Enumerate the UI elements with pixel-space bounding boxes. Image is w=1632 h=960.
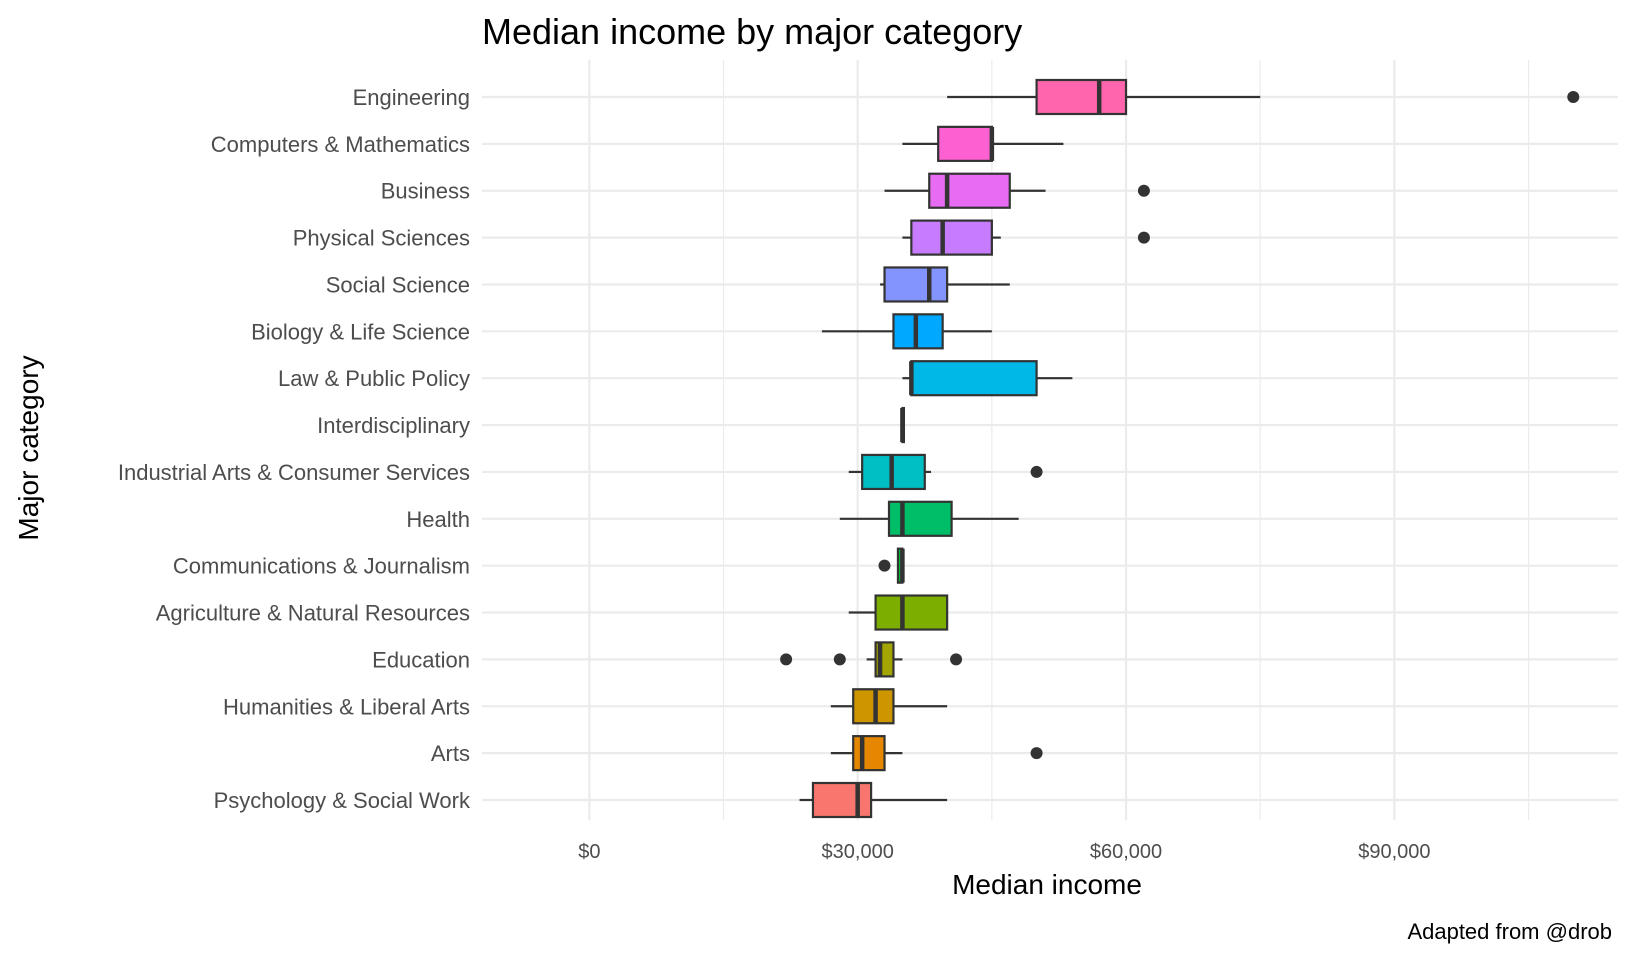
outlier-point xyxy=(1567,91,1580,103)
category-label: Industrial Arts & Consumer Services xyxy=(118,460,470,485)
category-label: Communications & Journalism xyxy=(173,554,470,579)
box-business xyxy=(884,172,1150,209)
x-axis-title: Median income xyxy=(952,869,1142,900)
category-label: Social Science xyxy=(326,272,470,297)
x-tick-labels: $0 $30,000 $60,000 $90,000 xyxy=(578,841,1430,863)
box-psychology-social-work xyxy=(799,781,948,819)
category-label: Psychology & Social Work xyxy=(214,788,471,813)
outlier-point xyxy=(833,653,846,666)
box-computers-mathematics xyxy=(902,125,1064,162)
outlier-point xyxy=(1030,747,1043,760)
outlier-point xyxy=(950,653,963,666)
category-label: Computers & Mathematics xyxy=(211,132,470,157)
category-label: Law & Public Policy xyxy=(278,366,470,391)
y-axis-title: Major category xyxy=(13,355,44,540)
category-label: Agriculture & Natural Resources xyxy=(156,601,470,626)
category-labels: Engineering Computers & Mathematics Busine… xyxy=(118,85,471,813)
box-iqr xyxy=(910,219,993,256)
grid xyxy=(482,60,1618,820)
x-tick-label: $0 xyxy=(578,841,600,863)
box-education xyxy=(780,641,963,678)
box-interdisciplinary xyxy=(900,406,906,444)
box-iqr xyxy=(811,781,873,819)
category-label: Humanities & Liberal Arts xyxy=(223,694,470,719)
box-iqr xyxy=(887,500,953,537)
category-label: Education xyxy=(372,647,470,672)
category-label: Arts xyxy=(431,741,470,766)
box-industrial-arts-consumer-services xyxy=(848,453,1043,491)
box-physical-sciences xyxy=(902,219,1150,256)
outlier-point xyxy=(1137,231,1150,244)
caption: Adapted from @drob xyxy=(1407,919,1612,944)
boxes xyxy=(780,78,1580,819)
category-label: Biology & Life Science xyxy=(251,319,470,344)
box-iqr xyxy=(1035,78,1128,116)
box-iqr xyxy=(852,735,886,772)
box-communications-journalism xyxy=(878,547,905,584)
x-tick-label: $30,000 xyxy=(822,841,894,863)
box-iqr xyxy=(928,172,1011,209)
box-biology-life-science xyxy=(821,313,992,350)
box-humanities-liberal-arts xyxy=(830,688,948,725)
category-label: Interdisciplinary xyxy=(317,413,470,438)
box-agriculture-natural-resources xyxy=(848,594,949,631)
outlier-point xyxy=(780,653,793,666)
category-label: Business xyxy=(381,179,470,204)
chart-title: Median income by major category xyxy=(482,11,1022,52)
category-label: Engineering xyxy=(353,85,470,110)
outlier-point xyxy=(1137,184,1150,197)
box-iqr xyxy=(937,125,993,162)
outlier-point xyxy=(1030,465,1043,478)
box-law-public-policy xyxy=(902,360,1073,397)
box-iqr xyxy=(874,594,949,631)
box-health xyxy=(839,500,1019,537)
x-tick-label: $60,000 xyxy=(1090,841,1162,863)
box-social-science xyxy=(880,266,1010,303)
box-arts xyxy=(830,735,1043,772)
box-iqr xyxy=(910,360,1038,397)
box-engineering xyxy=(947,78,1580,116)
x-tick-label: $90,000 xyxy=(1358,841,1430,863)
outlier-point xyxy=(878,559,891,572)
category-label: Health xyxy=(406,507,470,532)
box-iqr xyxy=(883,266,949,303)
category-label: Physical Sciences xyxy=(293,226,470,251)
